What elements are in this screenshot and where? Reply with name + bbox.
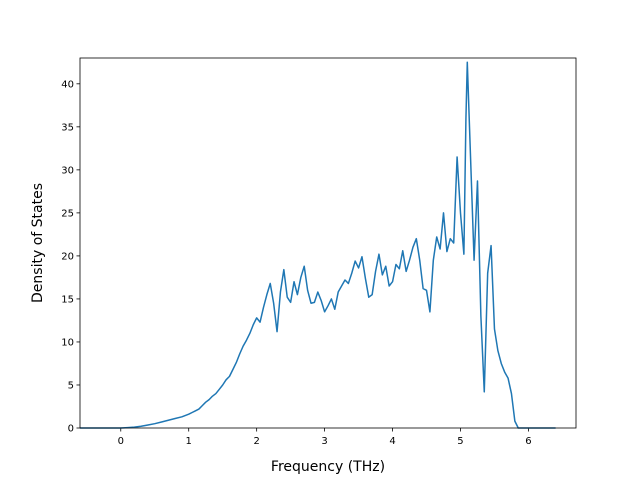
x-tick-label: 3 xyxy=(321,436,327,447)
x-axis-ticks: 0 1 2 3 4 5 6 xyxy=(118,428,532,447)
x-axis-label: Frequency (THz) xyxy=(271,459,385,475)
y-tick-label: 30 xyxy=(61,165,74,176)
dos-series-line xyxy=(80,61,556,429)
y-tick-label: 5 xyxy=(68,380,74,391)
x-tick-label: 2 xyxy=(253,436,259,447)
x-tick-label: 6 xyxy=(525,436,531,447)
y-tick-label: 10 xyxy=(61,337,74,348)
x-tick-label: 5 xyxy=(457,436,463,447)
x-tick-label: 0 xyxy=(118,436,124,447)
y-tick-label: 0 xyxy=(68,424,74,435)
plot-area xyxy=(80,58,576,428)
y-tick-label: 15 xyxy=(61,294,74,305)
x-tick-label: 4 xyxy=(389,436,395,447)
y-tick-label: 40 xyxy=(61,79,74,90)
y-tick-label: 25 xyxy=(61,208,74,219)
x-tick-label: 1 xyxy=(186,436,192,447)
y-axis-ticks: 0 5 10 15 20 25 30 35 40 xyxy=(61,79,80,435)
y-tick-label: 20 xyxy=(61,251,74,262)
plot-frame xyxy=(79,57,577,429)
y-axis-label: Density of States xyxy=(30,183,46,303)
y-tick-label: 35 xyxy=(61,122,74,133)
